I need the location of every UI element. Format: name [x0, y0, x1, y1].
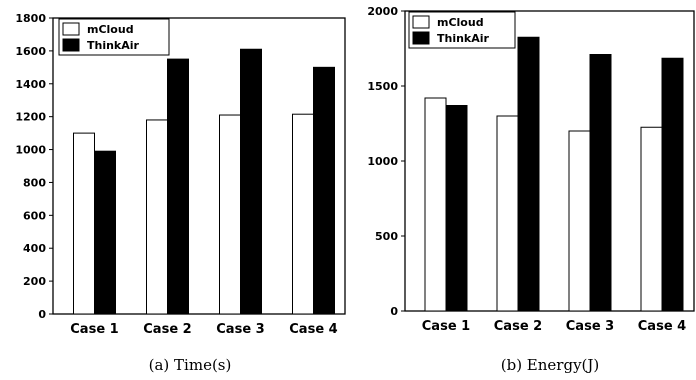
- x-tick-label: Case 1: [70, 322, 118, 337]
- x-tick-label: Case 2: [494, 319, 542, 334]
- x-tick-label: Case 3: [216, 322, 264, 337]
- legend-swatch-mcloud: [412, 15, 430, 29]
- bar-thinkair-case-3: [589, 54, 612, 312]
- chart-caption: (b) Energy(J): [501, 356, 600, 374]
- x-tick-label: Case 4: [289, 322, 337, 337]
- bar-mcloud-case-2: [146, 119, 168, 315]
- bar-thinkair-case-3: [240, 48, 262, 315]
- y-tick-label: 1000: [367, 155, 398, 168]
- bar-thinkair-case-2: [167, 58, 189, 315]
- bar-mcloud-case-1: [424, 97, 447, 312]
- plot-frame: [52, 17, 346, 315]
- bar-mcloud-case-1: [73, 132, 95, 315]
- bar-mcloud-case-3: [219, 114, 241, 315]
- bar-mcloud-case-2: [496, 115, 519, 312]
- legend-swatch-thinkair: [62, 38, 80, 52]
- x-tick-label: Case 3: [566, 319, 614, 334]
- y-tick-label: 1800: [15, 12, 46, 25]
- bar-mcloud-case-4: [640, 126, 663, 312]
- legend-label-mcloud: mCloud: [437, 16, 484, 29]
- legend-swatch-thinkair: [412, 31, 430, 45]
- chart-time: 0 200 400 600 800 1000 1200 1400 1600 1800 Case 1 C…: [15, 12, 346, 374]
- bar-mcloud-case-3: [568, 130, 591, 312]
- y-tick-label: 800: [23, 176, 46, 189]
- y-tick-label: 2000: [367, 5, 398, 18]
- legend-swatch-mcloud: [62, 22, 80, 36]
- y-tick-label: 0: [38, 308, 46, 321]
- bar-thinkair-case-2: [517, 36, 540, 312]
- x-tick-label: Case 2: [143, 322, 191, 337]
- y-tick-label: 1500: [367, 80, 398, 93]
- bar-thinkair-case-4: [661, 57, 684, 312]
- bar-thinkair-case-1: [94, 150, 116, 315]
- y-tick-label: 200: [23, 275, 46, 288]
- bar-mcloud-case-4: [292, 113, 314, 315]
- y-tick-label: 1200: [15, 111, 46, 124]
- y-tick-label: 500: [375, 230, 398, 243]
- x-tick-label: Case 4: [638, 319, 686, 334]
- legend-label-mcloud: mCloud: [87, 23, 134, 36]
- y-tick-label: 1000: [15, 144, 46, 157]
- chart-energy: 0 500 1000 1500 2000 Case 1 Case 2 Case 3 Case 4…: [367, 5, 695, 374]
- x-tick-label: Case 1: [422, 319, 470, 334]
- y-tick-label: 0: [390, 305, 398, 318]
- y-tick-label: 1400: [15, 78, 46, 91]
- legend-label-thinkair: ThinkAir: [87, 39, 140, 52]
- bar-thinkair-case-1: [445, 105, 468, 312]
- bar-thinkair-case-4: [313, 66, 335, 315]
- y-tick-label: 1600: [15, 45, 46, 58]
- legend-label-thinkair: ThinkAir: [437, 32, 490, 45]
- chart-caption: (a) Time(s): [149, 356, 232, 374]
- y-tick-label: 600: [23, 209, 46, 222]
- y-tick-label: 400: [23, 242, 46, 255]
